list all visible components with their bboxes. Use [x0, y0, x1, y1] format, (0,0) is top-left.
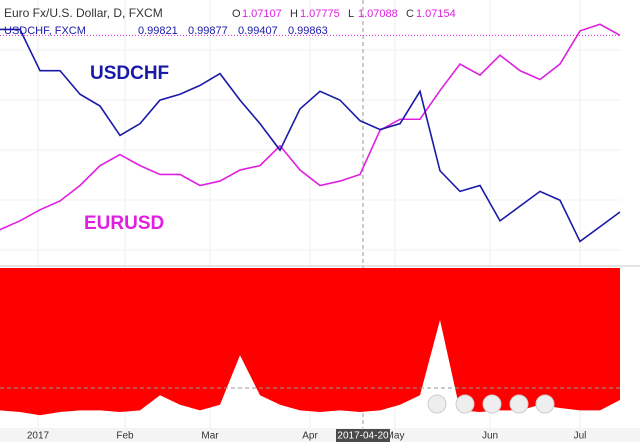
price-pane: USDCHF EURUSD — [0, 23, 621, 243]
zoom-controls — [427, 394, 555, 414]
time-axis — [0, 428, 640, 442]
ohlc-value: 1.07107 — [242, 8, 282, 20]
ohlc-value: 1.07154 — [416, 8, 456, 20]
x-tick-label: Jun — [482, 431, 498, 442]
scroll-right-button[interactable] — [535, 394, 555, 414]
x-tick-label: May — [386, 431, 405, 442]
compare-value: 0.99821 — [138, 25, 178, 37]
scroll-left-button[interactable] — [427, 394, 447, 414]
zoom-out-button[interactable] — [455, 394, 475, 414]
x-tick-label: Mar — [201, 431, 219, 442]
x-tick-label: Apr — [302, 431, 318, 442]
x-tick-label: 2017 — [27, 431, 50, 442]
compare-symbol: USDCHF, FXCM — [4, 25, 86, 37]
ohlc-label: O — [232, 8, 241, 20]
ohlc-label: L — [348, 8, 354, 20]
ohlc-label: C — [406, 8, 414, 20]
x-tick-label: Jul — [574, 431, 587, 442]
crosshair-label: 2017-04-20 — [337, 431, 389, 442]
series-annotation: EURUSD — [84, 213, 164, 234]
grid — [0, 0, 620, 428]
series-line — [0, 28, 621, 243]
series-line — [0, 23, 621, 231]
x-tick-label: Feb — [116, 431, 134, 442]
ohlc-value: 1.07088 — [358, 8, 398, 20]
series-annotation: USDCHF — [90, 63, 169, 84]
ohlc-value: 1.07775 — [300, 8, 340, 20]
ohlc-label: H — [290, 8, 298, 20]
compare-value: 0.99407 — [238, 25, 278, 37]
compare-value: 0.99863 — [288, 25, 328, 37]
symbol-title: Euro Fx/U.S. Dollar, D, FXCM — [4, 6, 163, 20]
time-axis-labels: 2017 Feb Mar Apr May Jun Jul 2017-04-20 — [27, 429, 587, 442]
compare-value: 0.99877 — [188, 25, 228, 37]
zoom-in-button[interactable] — [509, 394, 529, 414]
indicator-pane — [0, 268, 620, 416]
crosshair-label-bg — [336, 429, 390, 442]
legend-header: Euro Fx/U.S. Dollar, D, FXCM O 1.07107 H 1.0… — [4, 6, 456, 37]
reset-button[interactable] — [482, 394, 502, 414]
correlation-area — [0, 268, 620, 416]
